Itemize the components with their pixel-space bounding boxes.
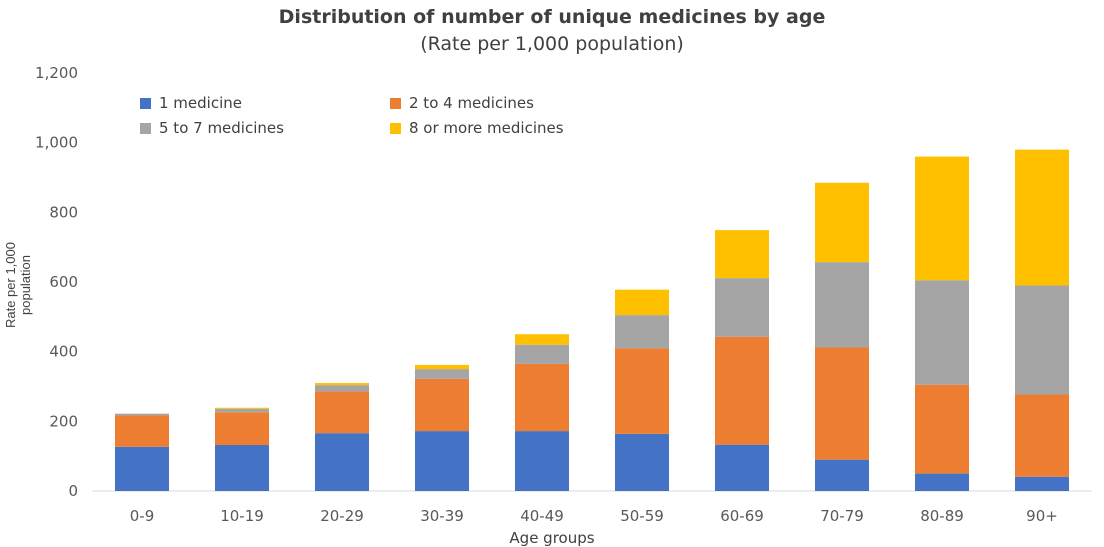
- legend-item: 2 to 4 medicines: [390, 94, 534, 112]
- bar-segment: [1015, 149, 1069, 286]
- legend-item: 5 to 7 medicines: [140, 119, 284, 137]
- bar-segment: [215, 412, 269, 446]
- y-tick-label: 200: [49, 412, 78, 430]
- bar-segment: [915, 280, 969, 385]
- y-tick-label: 600: [49, 273, 78, 291]
- bar-segment: [315, 433, 369, 491]
- bar-segment: [1015, 394, 1069, 477]
- bar-segment: [515, 431, 569, 491]
- y-tick-label: 1,000: [35, 134, 78, 152]
- bar-segment: [915, 473, 969, 491]
- x-tick-label: 20-29: [320, 507, 364, 525]
- bar-segment: [315, 385, 369, 392]
- legend-swatch: [140, 122, 151, 134]
- bar-segment: [115, 446, 169, 491]
- bar-segment: [215, 408, 269, 413]
- legend-label: 2 to 4 medicines: [409, 94, 534, 112]
- bar-segment: [915, 156, 969, 281]
- bar-segment: [515, 344, 569, 364]
- bar-segment: [815, 182, 869, 263]
- legend-label: 1 medicine: [159, 94, 242, 112]
- legend-swatch: [390, 97, 401, 109]
- bar-segment: [515, 363, 569, 432]
- bar-segment: [1015, 285, 1069, 395]
- legend-item: 8 or more medicines: [390, 119, 564, 137]
- bar-segment: [815, 262, 869, 348]
- bar-segment: [715, 444, 769, 491]
- bar-segment: [315, 391, 369, 434]
- bar-segment: [815, 459, 869, 491]
- x-tick-label: 60-69: [720, 507, 764, 525]
- bar-segment: [615, 315, 669, 349]
- bar-segment: [715, 278, 769, 337]
- bar-segment: [1015, 476, 1069, 491]
- chart-legend: 1 medicine 2 to 4 medicines 5 to 7 medicin…: [140, 94, 660, 140]
- bar-segment: [315, 383, 369, 386]
- legend-swatch: [140, 97, 151, 109]
- bar-segment: [515, 334, 569, 345]
- bar-segment: [615, 289, 669, 316]
- legend-label: 5 to 7 medicines: [159, 119, 284, 137]
- bar-segment: [615, 433, 669, 491]
- bar-segment: [215, 445, 269, 491]
- bar-segment: [615, 348, 669, 434]
- y-tick-label: 400: [49, 343, 78, 361]
- y-tick-label: 800: [49, 203, 78, 221]
- bar-segment: [715, 230, 769, 279]
- bar-segment: [415, 369, 469, 379]
- x-tick-label: 90+: [1026, 507, 1058, 525]
- bar-segment: [815, 347, 869, 460]
- bar-segment: [415, 364, 469, 370]
- legend-swatch: [390, 122, 401, 134]
- x-tick-label: 70-79: [820, 507, 864, 525]
- y-tick-label: 0: [68, 482, 78, 500]
- bar-segment: [115, 413, 169, 416]
- x-tick-label: 40-49: [520, 507, 564, 525]
- y-tick-label: 1,200: [35, 64, 78, 82]
- bar-segment: [215, 407, 269, 409]
- chart-subtitle: (Rate per 1,000 population): [420, 33, 684, 55]
- chart-title: Distribution of number of unique medicin…: [278, 6, 826, 28]
- bar-segment: [715, 336, 769, 445]
- bar-segment: [415, 378, 469, 432]
- bar-segment: [415, 431, 469, 491]
- bar-segment: [115, 415, 169, 447]
- x-tick-label: 0-9: [130, 507, 155, 525]
- bar-segment: [915, 384, 969, 474]
- x-tick-label: 30-39: [420, 507, 464, 525]
- x-tick-label: 80-89: [920, 507, 964, 525]
- x-tick-label: 10-19: [220, 507, 264, 525]
- x-axis-label: Age groups: [509, 529, 595, 547]
- legend-label: 8 or more medicines: [409, 119, 564, 137]
- x-tick-label: 50-59: [620, 507, 664, 525]
- legend-item: 1 medicine: [140, 94, 242, 112]
